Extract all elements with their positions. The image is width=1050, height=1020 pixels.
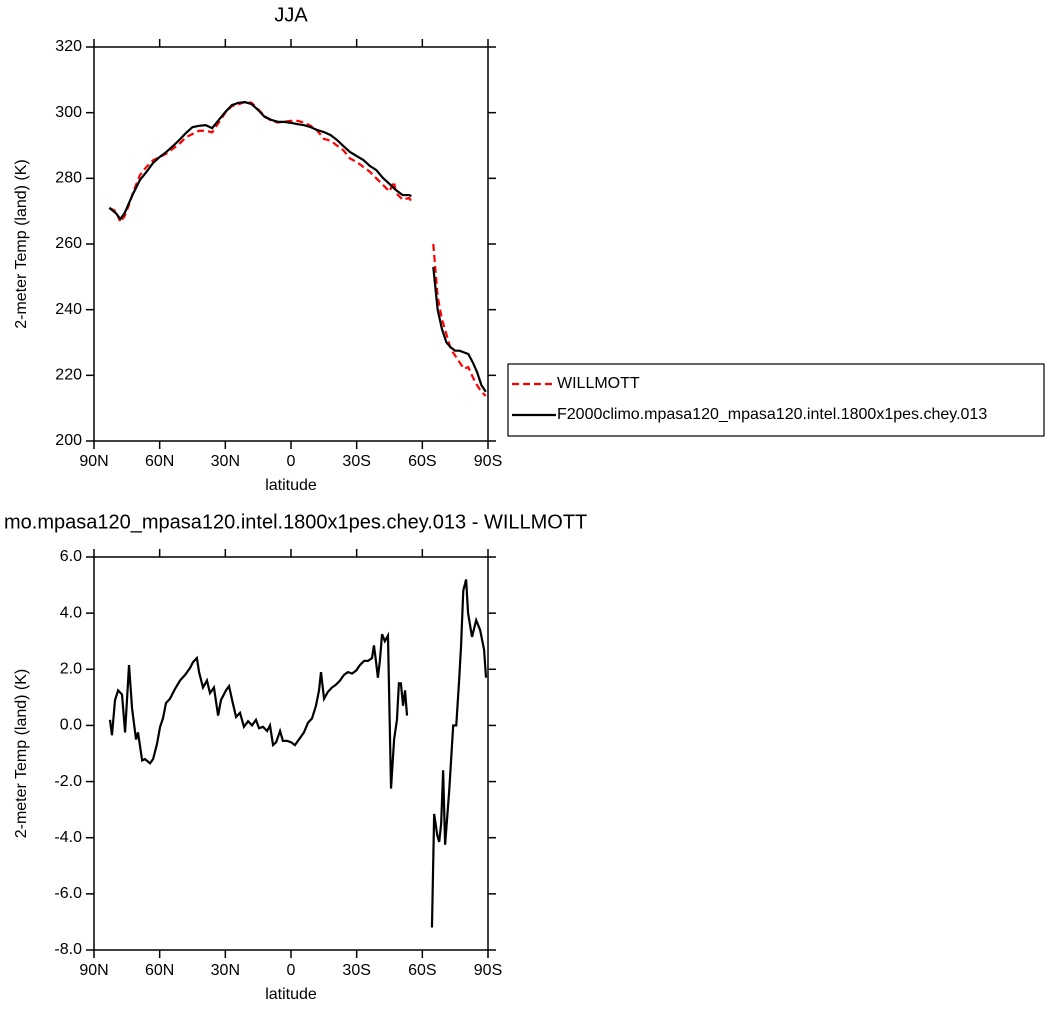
plot: JJA 200 220 240 260 280 300 320 90N 60N 30N 0 30S 60S… <box>13 4 1045 494</box>
y-tick-label: 0.0 <box>60 717 82 734</box>
x-tick-label: 60N <box>145 962 174 979</box>
y-tick-label: 300 <box>55 104 82 121</box>
x-tick-label: 90N <box>79 962 108 979</box>
y-tick-label: -2.0 <box>54 773 82 790</box>
legend-box <box>507 363 1045 437</box>
plot: mo.mpasa120_mpasa120.intel.1800x1pes.che… <box>4 511 587 1003</box>
y-tick-label: 4.0 <box>60 604 82 621</box>
y-tick-label: 2.0 <box>60 661 82 678</box>
x-tick-label: 90N <box>79 453 108 470</box>
chart-title: mo.mpasa120_mpasa120.intel.1800x1pes.che… <box>4 511 587 533</box>
x-tick-label: 30S <box>342 962 370 979</box>
legend-label: WILLMOTT <box>557 375 640 392</box>
plot-frame <box>93 46 489 442</box>
x-tick-label: 60N <box>145 453 174 470</box>
x-tick-label: 30S <box>342 453 370 470</box>
y-tick-label: 6.0 <box>60 548 82 565</box>
y-tick-label: 220 <box>55 367 82 384</box>
data-line <box>108 100 487 397</box>
y-tick-label: 280 <box>55 170 82 187</box>
y-tick-label: -8.0 <box>54 941 82 958</box>
x-tick-label: 0 <box>287 453 296 470</box>
x-tick-label: 30N <box>211 962 240 979</box>
x-tick-label: 60S <box>408 962 436 979</box>
legend-label: F2000climo.mpasa120_mpasa120.intel.1800x… <box>557 406 987 423</box>
y-tick-label: 240 <box>55 301 82 318</box>
data-line <box>108 579 488 928</box>
y-tick-label: 260 <box>55 235 82 252</box>
y-tick-label: 200 <box>55 432 82 449</box>
x-tick-label: 60S <box>408 453 436 470</box>
y-tick-label: -4.0 <box>54 829 82 846</box>
x-tick-label: 90S <box>474 453 502 470</box>
x-tick-label: 30N <box>211 453 240 470</box>
x-axis-label: latitude <box>265 986 317 1003</box>
x-tick-label: 0 <box>287 962 296 979</box>
x-axis-label: latitude <box>265 477 317 494</box>
plot-frame <box>93 556 489 951</box>
y-tick-label: 320 <box>55 38 82 55</box>
chart-title: JJA <box>274 4 308 26</box>
y-axis-label: 2-meter Temp (land) (K) <box>13 159 30 329</box>
data-line <box>108 101 487 393</box>
y-axis-label: 2-meter Temp (land) (K) <box>13 669 30 839</box>
y-tick-label: -6.0 <box>54 885 82 902</box>
x-tick-label: 90S <box>474 962 502 979</box>
